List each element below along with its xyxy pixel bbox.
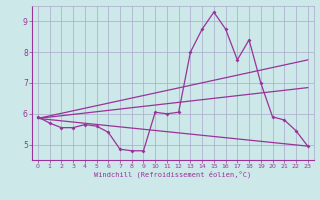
X-axis label: Windchill (Refroidissement éolien,°C): Windchill (Refroidissement éolien,°C) <box>94 171 252 178</box>
